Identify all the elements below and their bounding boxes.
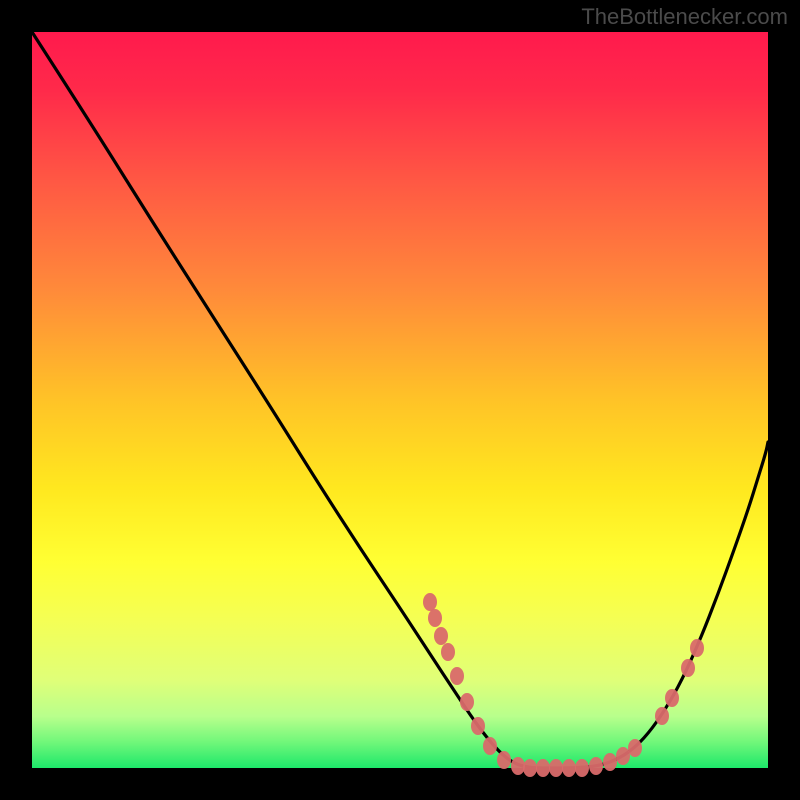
gradient-plot-area	[32, 32, 768, 768]
watermark-text: TheBottlenecker.com	[581, 4, 788, 30]
chart-frame: TheBottlenecker.com	[0, 0, 800, 800]
